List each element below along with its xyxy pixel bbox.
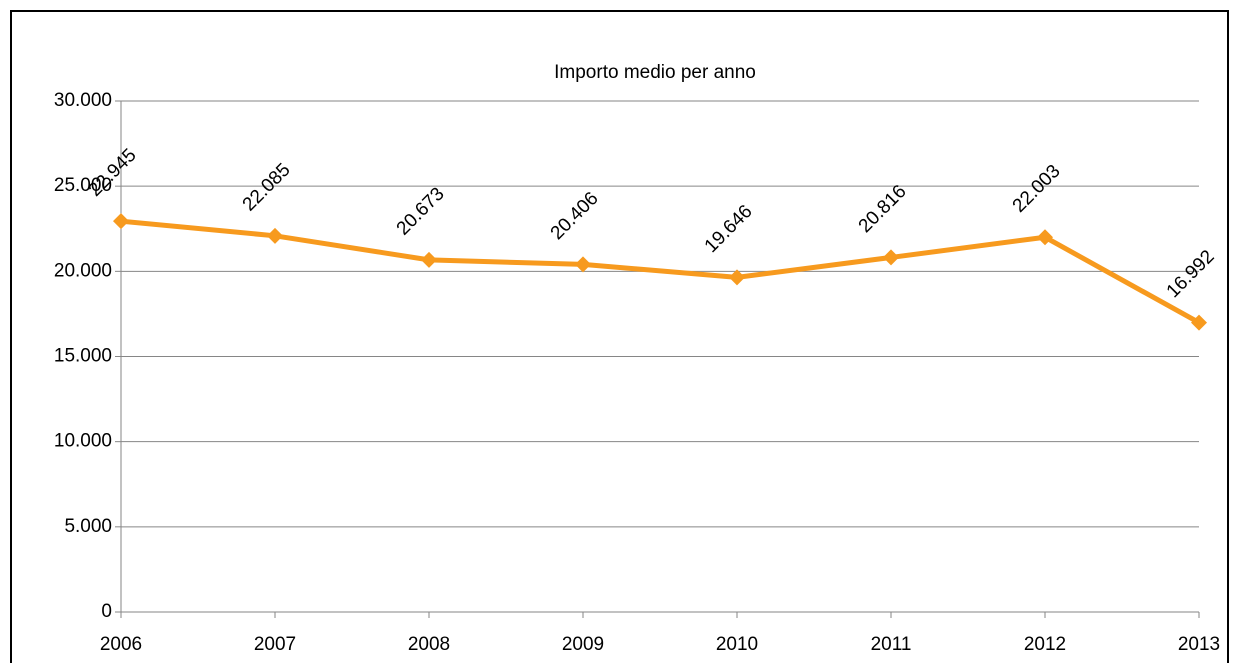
chart-title: Importo medio per anno bbox=[554, 62, 756, 83]
data-point bbox=[729, 269, 745, 286]
x-tick-label: 2006 bbox=[100, 634, 142, 655]
y-tick-label: 0 bbox=[101, 601, 112, 622]
y-tick-label: 10.000 bbox=[54, 431, 112, 452]
data-point bbox=[267, 227, 283, 244]
y-tick-label: 15.000 bbox=[54, 346, 112, 367]
data-point bbox=[575, 256, 591, 273]
y-tick-label: 30.000 bbox=[54, 90, 112, 111]
data-point bbox=[1191, 314, 1207, 331]
x-tick-label: 2009 bbox=[562, 634, 604, 655]
data-point bbox=[421, 251, 437, 268]
data-point bbox=[113, 213, 129, 230]
data-point bbox=[883, 249, 899, 266]
series-line bbox=[120, 218, 1201, 325]
data-point bbox=[1037, 229, 1053, 246]
x-tick-label: 2008 bbox=[408, 634, 450, 655]
y-tick-label: 20.000 bbox=[54, 260, 112, 281]
chart-frame bbox=[10, 10, 1229, 663]
x-tick-label: 2013 bbox=[1178, 634, 1220, 655]
y-tick-label: 25.000 bbox=[54, 175, 112, 196]
y-tick-label: 5.000 bbox=[64, 516, 112, 537]
x-tick-label: 2010 bbox=[716, 634, 758, 655]
x-tick-label: 2012 bbox=[1024, 634, 1066, 655]
x-tick-label: 2011 bbox=[871, 634, 912, 655]
x-tick-label: 2007 bbox=[254, 634, 296, 655]
